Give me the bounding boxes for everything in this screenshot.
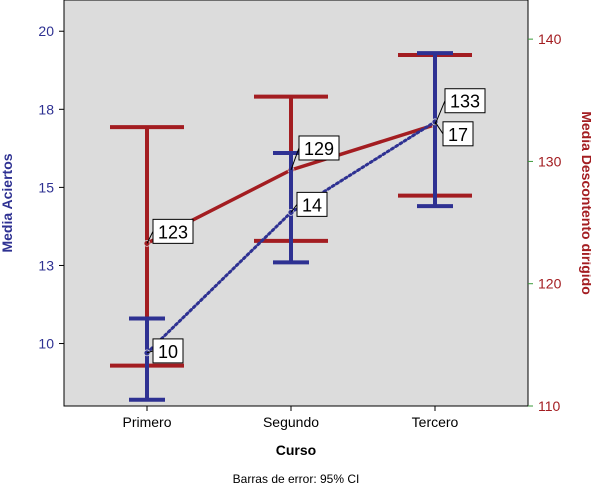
data-label-text: 133	[450, 92, 480, 112]
data-label-leader	[434, 100, 446, 125]
x-axis-tick-label: Primero	[122, 414, 171, 430]
data-label-box	[442, 121, 474, 147]
data-label-leader	[290, 204, 298, 213]
right-axis-tick-label: 110	[538, 398, 561, 414]
data-label: 10	[146, 338, 184, 364]
data-label-text: 10	[158, 342, 178, 362]
left-axis-title: Media Aciertos	[0, 153, 15, 252]
data-label-box	[152, 218, 194, 244]
right-axis-title: Media Descontento dirigido	[579, 111, 591, 295]
data-label-box	[298, 135, 340, 161]
data-label-box	[444, 88, 486, 114]
data-label: 133	[434, 88, 486, 125]
left-axis-tick-label: 15	[38, 179, 54, 195]
x-axis-title: Curso	[276, 442, 316, 458]
left-axis-tick-label: 10	[38, 336, 54, 352]
data-label-leader	[434, 121, 444, 135]
right-axis-tick-label: 130	[538, 153, 562, 169]
data-label-box	[296, 191, 328, 217]
data-label-leader	[146, 231, 154, 244]
x-axis-tick-label: Tercero	[412, 414, 459, 430]
x-axis: Primero Segundo Tercero	[122, 406, 459, 430]
right-axis: 110 120 130 140	[528, 31, 562, 414]
right-axis-tick-label: 140	[538, 31, 562, 47]
data-label-leader	[290, 147, 300, 171]
data-label: 14	[290, 191, 328, 217]
data-label-box	[152, 338, 184, 364]
data-label: 129	[290, 135, 340, 171]
data-label-text: 129	[304, 139, 334, 159]
data-label-text: 14	[302, 195, 322, 215]
left-axis: 10 13 15 18 20	[38, 23, 64, 352]
left-axis-tick-label: 20	[38, 23, 54, 39]
x-axis-tick-label: Segundo	[263, 414, 319, 430]
series-layer	[110, 51, 472, 402]
data-label-text: 123	[158, 222, 188, 242]
right-axis-tick-label: 120	[538, 276, 562, 292]
left-axis-tick-label: 18	[38, 101, 54, 117]
data-label: 123	[146, 218, 194, 244]
left-axis-tick-label: 13	[38, 257, 54, 273]
data-label: 17	[434, 121, 474, 147]
footnote: Barras de error: 95% CI	[233, 472, 360, 484]
data-label-text: 17	[448, 125, 468, 145]
data-label-layer: 10 14 17 123 129 133	[146, 88, 486, 364]
data-label-leader	[146, 350, 154, 354]
plot-background	[63, 0, 529, 407]
